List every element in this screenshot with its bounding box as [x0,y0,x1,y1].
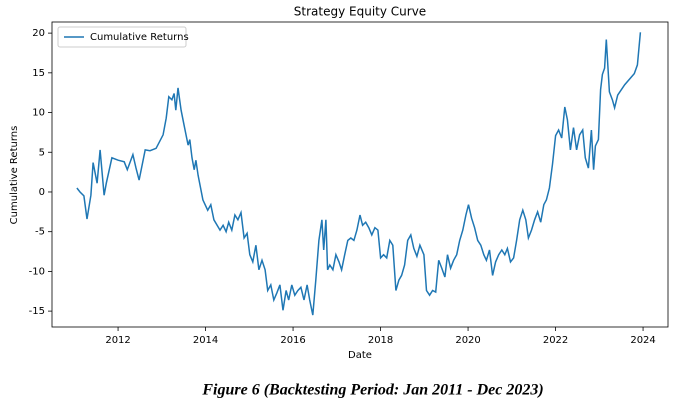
y-axis-label: Cumulative Returns [9,126,20,225]
x-tick-label: 2024 [630,335,655,346]
x-axis-label: Date [348,350,372,361]
x-tick-label: 2020 [455,335,480,346]
plot-frame [51,21,669,328]
legend-box [57,26,187,48]
y-tick-label: 15 [32,68,45,79]
y-tick-label: -10 [29,266,45,277]
chart-title: Strategy Equity Curve [294,5,426,19]
line-series [76,32,642,316]
x-tick-label: 2018 [368,335,393,346]
y-tick-label: 5 [39,147,45,158]
y-tick-label: -5 [35,227,45,238]
y-tick-label: 0 [39,187,45,198]
legend-label: Cumulative Returns [90,32,189,43]
y-tick-label: -15 [29,306,45,317]
y-tick-label: 20 [32,28,45,39]
caption: Figure 6 (Backtesting Period: Jan 2011 -… [201,382,543,399]
x-tick-label: 2016 [280,335,305,346]
y-tick-label: 10 [32,108,45,119]
x-tick-label: 2022 [543,335,568,346]
x-tick-label: 2012 [105,335,130,346]
x-tick-label: 2014 [193,335,218,346]
